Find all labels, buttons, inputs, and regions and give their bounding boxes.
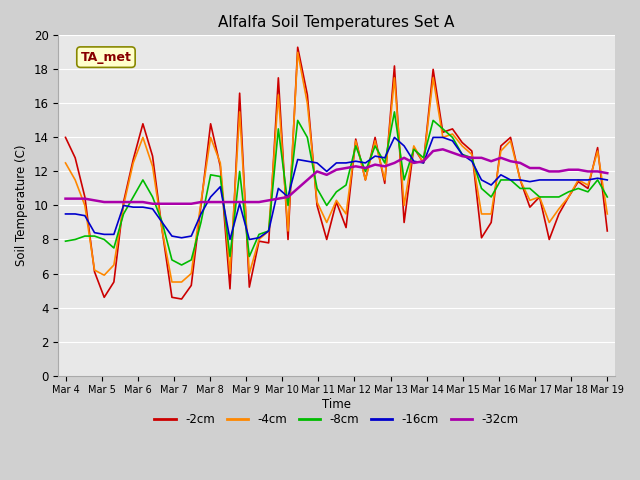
Y-axis label: Soil Temperature (C): Soil Temperature (C)	[15, 144, 28, 266]
X-axis label: Time: Time	[322, 398, 351, 411]
Text: TA_met: TA_met	[81, 51, 131, 64]
Legend: -2cm, -4cm, -8cm, -16cm, -32cm: -2cm, -4cm, -8cm, -16cm, -32cm	[150, 408, 524, 431]
Title: Alfalfa Soil Temperatures Set A: Alfalfa Soil Temperatures Set A	[218, 15, 454, 30]
